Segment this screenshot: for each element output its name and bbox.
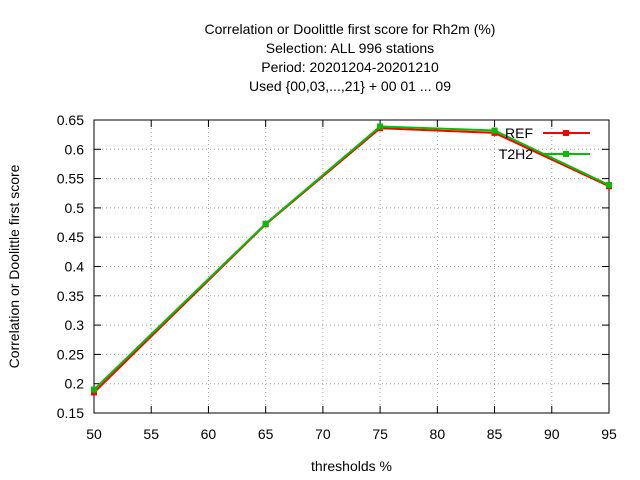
x-tick-label: 70 — [315, 426, 331, 442]
legend: REF T2H2 — [499, 125, 590, 162]
x-tick-label: 75 — [372, 426, 388, 442]
y-tick-label: 0.5 — [65, 200, 85, 216]
data-point — [262, 220, 269, 227]
y-tick-label: 0.15 — [57, 405, 84, 421]
y-tick-label: 0.4 — [65, 259, 85, 275]
data-point — [606, 182, 612, 189]
legend-label: T2H2 — [499, 146, 533, 162]
y-tick-label: 0.25 — [57, 346, 84, 362]
x-tick-label: 65 — [258, 426, 274, 442]
x-tick-label: 80 — [430, 426, 446, 442]
series-t2h2 — [91, 123, 612, 393]
grid — [94, 120, 609, 413]
x-axis-label: thresholds % — [311, 458, 392, 474]
series — [91, 123, 612, 396]
plot-frame — [93, 119, 610, 414]
y-tick-label: 0.55 — [57, 171, 84, 187]
legend-swatch-marker — [563, 151, 569, 157]
x-tick-label: 50 — [86, 426, 102, 442]
y-tick-label: 0.35 — [57, 288, 84, 304]
series-ref — [91, 125, 612, 396]
title-line: Used {00,03,...,21} + 00 01 ... 09 — [249, 78, 451, 94]
y-tick-label: 0.65 — [57, 112, 84, 128]
data-point — [377, 123, 384, 130]
title-line: Period: 20201204-20201210 — [261, 59, 439, 75]
legend-swatch-marker — [563, 130, 569, 136]
x-tick-label: 60 — [201, 426, 217, 442]
y-tick-label: 0.6 — [65, 141, 85, 157]
series-line — [93, 127, 610, 394]
data-point — [491, 127, 498, 134]
y-tick-label: 0.3 — [65, 317, 85, 333]
title-line: Correlation or Doolittle first score for… — [205, 21, 496, 37]
axis-ticks: 50 55 60 65 70 75 80 85 90 95 0.15 0.2 0.25 0.3 0.35 0.… — [57, 112, 617, 442]
legend-label: REF — [505, 125, 533, 141]
x-tick-label: 55 — [143, 426, 159, 442]
y-tick-label: 0.2 — [65, 376, 85, 392]
y-axis-label: Correlation or Doolittle first score — [6, 164, 22, 368]
series-line — [93, 125, 610, 391]
data-point — [91, 386, 97, 393]
y-tick-label: 0.45 — [57, 229, 84, 245]
x-tick-label: 95 — [601, 426, 617, 442]
title-line: Selection: ALL 996 stations — [266, 40, 434, 56]
x-tick-label: 90 — [544, 426, 560, 442]
chart-title: Correlation or Doolittle first score for… — [205, 21, 496, 94]
x-tick-label: 85 — [487, 426, 503, 442]
